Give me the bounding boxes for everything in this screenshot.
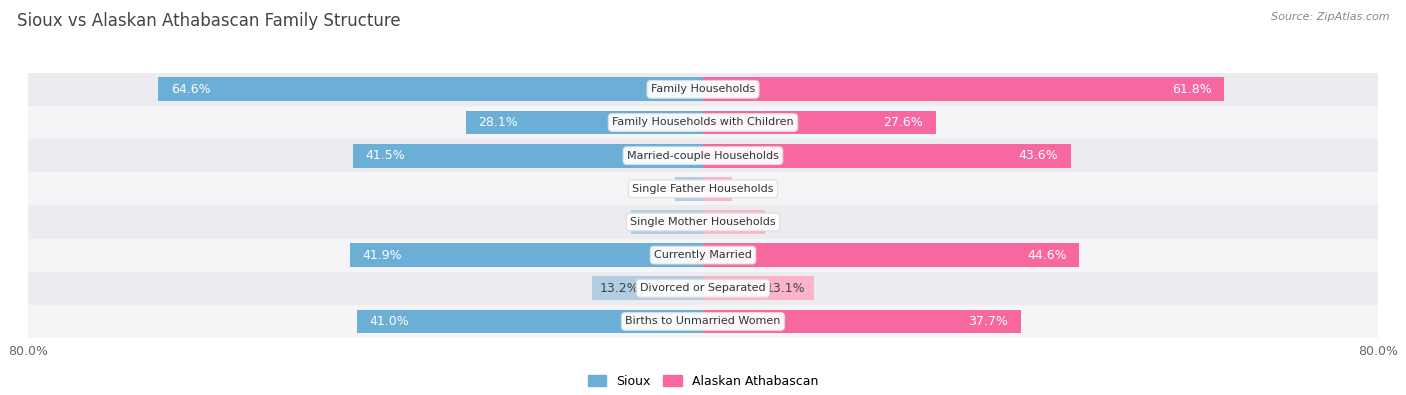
- Bar: [157, 77, 703, 101]
- Bar: [28, 172, 1378, 205]
- Bar: [28, 106, 1378, 139]
- Text: 3.4%: 3.4%: [692, 182, 723, 195]
- Text: Family Households with Children: Family Households with Children: [612, 117, 794, 128]
- Legend: Sioux, Alaskan Athabascan: Sioux, Alaskan Athabascan: [582, 370, 824, 393]
- Text: 8.5%: 8.5%: [640, 216, 672, 228]
- Text: 44.6%: 44.6%: [1026, 248, 1067, 261]
- Bar: [28, 239, 1378, 272]
- Bar: [703, 210, 765, 234]
- Bar: [465, 111, 703, 134]
- Bar: [28, 305, 1378, 338]
- Text: 41.0%: 41.0%: [370, 315, 409, 328]
- Text: 41.5%: 41.5%: [366, 149, 405, 162]
- Bar: [28, 73, 1378, 106]
- Bar: [703, 111, 936, 134]
- Text: 61.8%: 61.8%: [1173, 83, 1212, 96]
- Text: Single Father Households: Single Father Households: [633, 184, 773, 194]
- Bar: [703, 243, 1080, 267]
- Text: Births to Unmarried Women: Births to Unmarried Women: [626, 316, 780, 326]
- Text: Source: ZipAtlas.com: Source: ZipAtlas.com: [1271, 12, 1389, 22]
- Text: Married-couple Households: Married-couple Households: [627, 150, 779, 161]
- Text: 3.3%: 3.3%: [683, 182, 716, 195]
- Bar: [350, 243, 703, 267]
- Text: 13.1%: 13.1%: [765, 282, 806, 295]
- Bar: [353, 144, 703, 167]
- Text: 7.3%: 7.3%: [724, 216, 756, 228]
- Text: 64.6%: 64.6%: [170, 83, 211, 96]
- Bar: [703, 144, 1071, 167]
- Text: 13.2%: 13.2%: [600, 282, 640, 295]
- Bar: [357, 310, 703, 333]
- Text: Family Households: Family Households: [651, 85, 755, 94]
- Text: 41.9%: 41.9%: [363, 248, 402, 261]
- Text: 43.6%: 43.6%: [1018, 149, 1059, 162]
- Bar: [703, 177, 731, 201]
- Text: Currently Married: Currently Married: [654, 250, 752, 260]
- Bar: [28, 139, 1378, 172]
- Bar: [631, 210, 703, 234]
- Text: 28.1%: 28.1%: [478, 116, 519, 129]
- Bar: [703, 276, 814, 300]
- Bar: [28, 205, 1378, 239]
- Bar: [675, 177, 703, 201]
- Text: Divorced or Separated: Divorced or Separated: [640, 283, 766, 293]
- Bar: [703, 310, 1021, 333]
- Bar: [28, 272, 1378, 305]
- Text: 37.7%: 37.7%: [969, 315, 1008, 328]
- Text: Sioux vs Alaskan Athabascan Family Structure: Sioux vs Alaskan Athabascan Family Struc…: [17, 12, 401, 30]
- Text: 27.6%: 27.6%: [883, 116, 924, 129]
- Text: Single Mother Households: Single Mother Households: [630, 217, 776, 227]
- Bar: [703, 77, 1225, 101]
- Bar: [592, 276, 703, 300]
